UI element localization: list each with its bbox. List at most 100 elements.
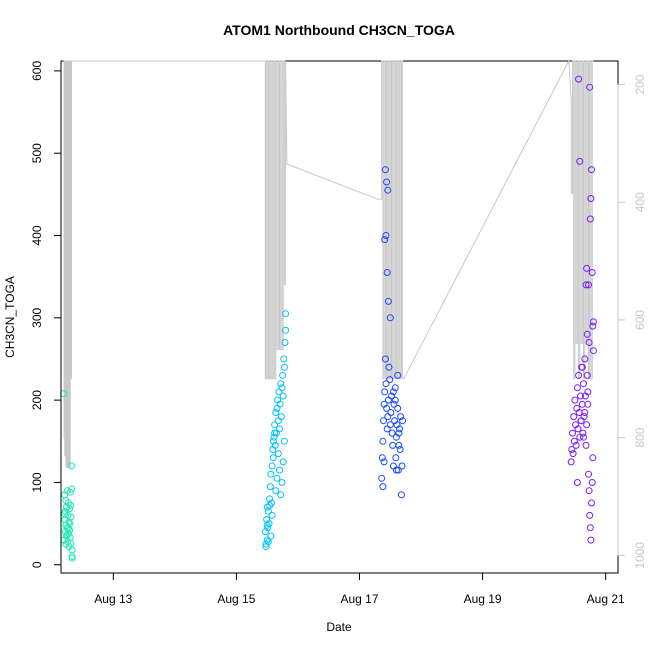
data-point (586, 83, 594, 91)
data-point (390, 400, 398, 408)
x-tick-label: Aug 15 (217, 592, 255, 606)
data-point (380, 458, 388, 466)
data-point (391, 396, 399, 404)
pressure-line (63, 59, 594, 468)
data-point (379, 437, 387, 445)
data-point (272, 409, 280, 416)
data-point (584, 400, 592, 408)
data-point (584, 388, 592, 396)
data-point (282, 326, 290, 334)
data-point (268, 511, 276, 519)
data-point (64, 530, 72, 537)
data-point (580, 380, 587, 388)
x-tick-label: Aug 13 (94, 592, 132, 606)
data-point (68, 485, 75, 493)
data-point (62, 497, 70, 505)
data-point (276, 425, 283, 433)
data-point (585, 281, 592, 289)
data-point (381, 166, 389, 174)
data-point (581, 409, 589, 416)
data-point (268, 462, 276, 470)
data-point (280, 363, 288, 371)
data-point (397, 491, 405, 499)
data-point (589, 322, 597, 330)
data-point (279, 371, 287, 379)
data-point (388, 429, 396, 437)
data-point (582, 281, 590, 289)
y-tick-label: 0 (30, 561, 44, 568)
data-point (382, 380, 390, 388)
data-point (583, 330, 591, 338)
data-point (572, 441, 580, 449)
data-point (392, 454, 400, 462)
data-point (68, 462, 75, 470)
data-point (266, 495, 274, 503)
data-point (386, 376, 394, 384)
data-point (63, 531, 71, 539)
data-point (384, 413, 392, 421)
data-point (269, 454, 277, 462)
data-point (68, 554, 76, 562)
data-point (588, 499, 595, 507)
data-point (273, 474, 281, 482)
data-point (585, 470, 592, 478)
data-point (589, 318, 597, 326)
data-point (271, 441, 279, 449)
data-point (66, 520, 74, 528)
pressure-profile (63, 59, 594, 468)
data-point (571, 396, 579, 404)
data-point (276, 400, 284, 408)
data-point (581, 355, 589, 363)
data-point (582, 441, 590, 449)
data-point (574, 425, 582, 433)
data-point (64, 525, 72, 532)
data-point (281, 339, 289, 346)
data-point (389, 441, 397, 449)
data-point (272, 487, 280, 495)
data-point (385, 363, 393, 371)
data-point (577, 417, 585, 425)
data-point (66, 488, 74, 496)
data-point (576, 157, 584, 165)
x-axis: Aug 13 Aug 15 Aug 17 Aug 19 Aug 21 (94, 572, 625, 606)
data-point (379, 483, 387, 491)
y2-tick-label: 600 (633, 310, 647, 330)
x-axis-label: Date (326, 620, 352, 634)
series-2 (261, 310, 290, 551)
data-point (61, 510, 69, 518)
data-point (396, 446, 404, 453)
y-tick-label: 300 (30, 307, 44, 327)
data-point (381, 236, 389, 244)
plot-area-frame (60, 60, 619, 574)
y-tick-label: 100 (30, 472, 44, 492)
chart-title: ATOM1 Northbound CH3CN_TOGA (223, 22, 455, 38)
data-point (267, 532, 275, 540)
data-point (386, 421, 394, 429)
data-point (279, 458, 287, 466)
right-pressure-axis: 200 400 600 800 1000 (617, 74, 647, 569)
data-point (67, 513, 75, 521)
data-point (588, 166, 595, 174)
data-point (266, 502, 274, 509)
data-point (273, 404, 281, 412)
data-point (586, 524, 594, 532)
data-point (266, 483, 274, 491)
data-point (383, 404, 391, 412)
data-points (60, 75, 597, 562)
data-point (396, 425, 403, 433)
data-point (586, 511, 594, 519)
data-point (579, 429, 587, 437)
data-point (277, 491, 285, 499)
data-point (397, 413, 405, 421)
data-point (583, 371, 591, 379)
data-point (67, 502, 75, 509)
data-point (279, 392, 287, 400)
data-point (583, 264, 591, 272)
data-point (398, 462, 406, 470)
x-tick-label: Aug 17 (340, 592, 378, 606)
data-point (392, 466, 400, 474)
data-point (395, 429, 403, 437)
series-4 (567, 75, 597, 544)
y2-tick-label: 200 (633, 74, 647, 94)
data-point (394, 371, 402, 379)
